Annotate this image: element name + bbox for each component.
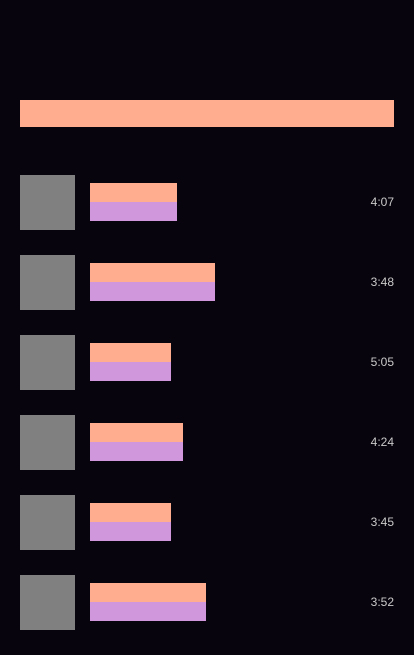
track-artist-placeholder (90, 362, 171, 381)
track-list: 4:07 3:48 5:05 4:24 3:45 3:52 (20, 175, 394, 655)
track-artist-placeholder (90, 202, 177, 221)
track-row[interactable]: 3:48 (20, 255, 394, 310)
track-row[interactable]: 3:52 (20, 575, 394, 630)
track-artist-placeholder (90, 442, 183, 461)
track-title-placeholder (90, 183, 177, 202)
track-thumbnail (20, 415, 75, 470)
track-duration: 4:07 (370, 195, 394, 209)
track-duration: 3:45 (370, 515, 394, 529)
track-duration: 4:24 (370, 435, 394, 449)
track-title-placeholder (90, 263, 215, 282)
track-title-placeholder (90, 423, 183, 442)
track-title-placeholder (90, 583, 206, 602)
track-thumbnail (20, 575, 75, 630)
track-duration: 3:52 (370, 595, 394, 609)
track-title-placeholder (90, 503, 171, 522)
track-row[interactable]: 3:45 (20, 495, 394, 550)
track-artist-placeholder (90, 282, 215, 301)
track-row[interactable]: 4:07 (20, 175, 394, 230)
track-thumbnail (20, 495, 75, 550)
track-thumbnail (20, 255, 75, 310)
track-thumbnail (20, 175, 75, 230)
track-thumbnail (20, 335, 75, 390)
track-artist-placeholder (90, 602, 206, 621)
track-duration: 5:05 (370, 355, 394, 369)
track-duration: 3:48 (370, 275, 394, 289)
track-row[interactable]: 5:05 (20, 335, 394, 390)
track-title-placeholder (90, 343, 171, 362)
header-placeholder-bar (20, 100, 394, 127)
track-artist-placeholder (90, 522, 171, 541)
track-row[interactable]: 4:24 (20, 415, 394, 470)
